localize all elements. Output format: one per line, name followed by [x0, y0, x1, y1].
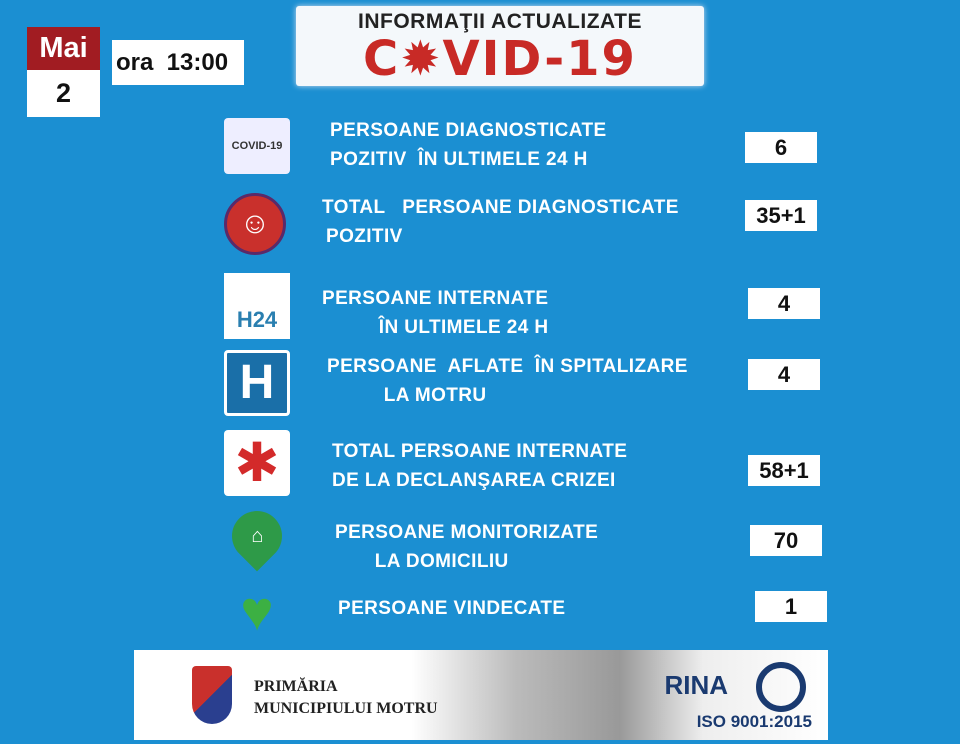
- value-in-hospital: 4: [748, 359, 820, 390]
- municipality-line: MUNICIPIULUI MOTRU: [254, 700, 438, 717]
- date-month: Mai: [27, 27, 100, 70]
- row-label-in-hospital: PERSOANE AFLATE ÎN SPITALIZARE LA MOTRU: [327, 352, 688, 410]
- row-label-line: LA MOTRU: [327, 385, 487, 406]
- value-total-hospitalized: 58+1: [748, 455, 820, 486]
- footer-banner: PRIMĂRIA MUNICIPIULUI MOTRU RINA ISO 900…: [134, 650, 828, 740]
- row-label-line: PERSOANE DIAGNOSTICATE: [330, 120, 607, 141]
- h24-icon-label: H24: [224, 273, 290, 339]
- iso-certification: ISO 9001:2015: [696, 712, 812, 731]
- row-label-line: POZITIV: [326, 226, 403, 247]
- h24-icon: H24: [224, 273, 290, 339]
- row-label-line: PERSOANE AFLATE ÎN SPITALIZARE: [327, 356, 688, 377]
- value-recovered: 1: [755, 591, 827, 622]
- date-day: 2: [27, 70, 100, 117]
- row-label-home-monitored: PERSOANE MONITORIZATE LA DOMICILIU: [335, 518, 598, 576]
- coat-of-arms-logo: [192, 666, 232, 724]
- row-label-line: DE LA DECLANŞAREA CRIZEI: [332, 470, 616, 491]
- value-total-diagnosed: 35+1: [745, 200, 817, 231]
- iqnet-logo: [756, 662, 806, 712]
- rina-logo: RINA: [664, 670, 728, 700]
- municipality-line: PRIMĂRIA: [254, 678, 338, 695]
- banner-subtitle: INFORMAŢII ACTUALIZATE: [358, 10, 642, 33]
- row-label-line: PERSOANE MONITORIZATE: [335, 522, 599, 543]
- row-label-hospitalized-24h: PERSOANE INTERNATE ÎN ULTIMELE 24 H: [322, 284, 548, 342]
- banner-title: C✹VID-19: [363, 31, 637, 87]
- row-label-line: TOTAL PERSOANE DIAGNOSTICATE: [322, 197, 679, 218]
- row-label-total-diagnosed: TOTAL PERSOANE DIAGNOSTICATE POZITIV: [322, 193, 679, 251]
- hospital-icon-label: H: [224, 350, 290, 416]
- row-label-line: ÎN ULTIMELE 24 H: [322, 317, 549, 338]
- row-label-line: TOTAL PERSOANE INTERNATE: [332, 441, 628, 462]
- row-label-diagnosed-24h: PERSOANE DIAGNOSTICATE POZITIV ÎN ULTIME…: [330, 116, 607, 174]
- row-label-line: LA DOMICILIU: [335, 551, 509, 572]
- title-banner: INFORMAŢII ACTUALIZATE C✹VID-19: [296, 6, 704, 86]
- home-pin-icon: ⌂: [221, 500, 293, 572]
- municipality-name: PRIMĂRIA MUNICIPIULUI MOTRU: [254, 676, 438, 720]
- row-label-line: POZITIV ÎN ULTIMELE 24 H: [330, 149, 588, 170]
- sick-person-icon: ☺: [222, 193, 288, 255]
- value-hospitalized-24h: 4: [748, 288, 820, 319]
- heart-pulse-icon: ♥: [240, 579, 274, 642]
- row-label-line: PERSOANE INTERNATE: [322, 288, 549, 309]
- medical-star-icon: ✱: [224, 430, 290, 496]
- row-label-recovered: PERSOANE VINDECATE: [338, 594, 566, 623]
- value-diagnosed-24h: 6: [745, 132, 817, 163]
- covid-19-icon-label: COVID-19: [224, 118, 290, 174]
- row-label-total-hospitalized: TOTAL PERSOANE INTERNATE DE LA DECLANŞAR…: [332, 437, 627, 495]
- value-home-monitored: 70: [750, 525, 822, 556]
- hospital-icon: H: [224, 350, 290, 416]
- update-time: ora 13:00: [112, 40, 244, 85]
- covid-19-icon: COVID-19: [224, 115, 290, 177]
- row-label-line: PERSOANE VINDECATE: [338, 598, 566, 619]
